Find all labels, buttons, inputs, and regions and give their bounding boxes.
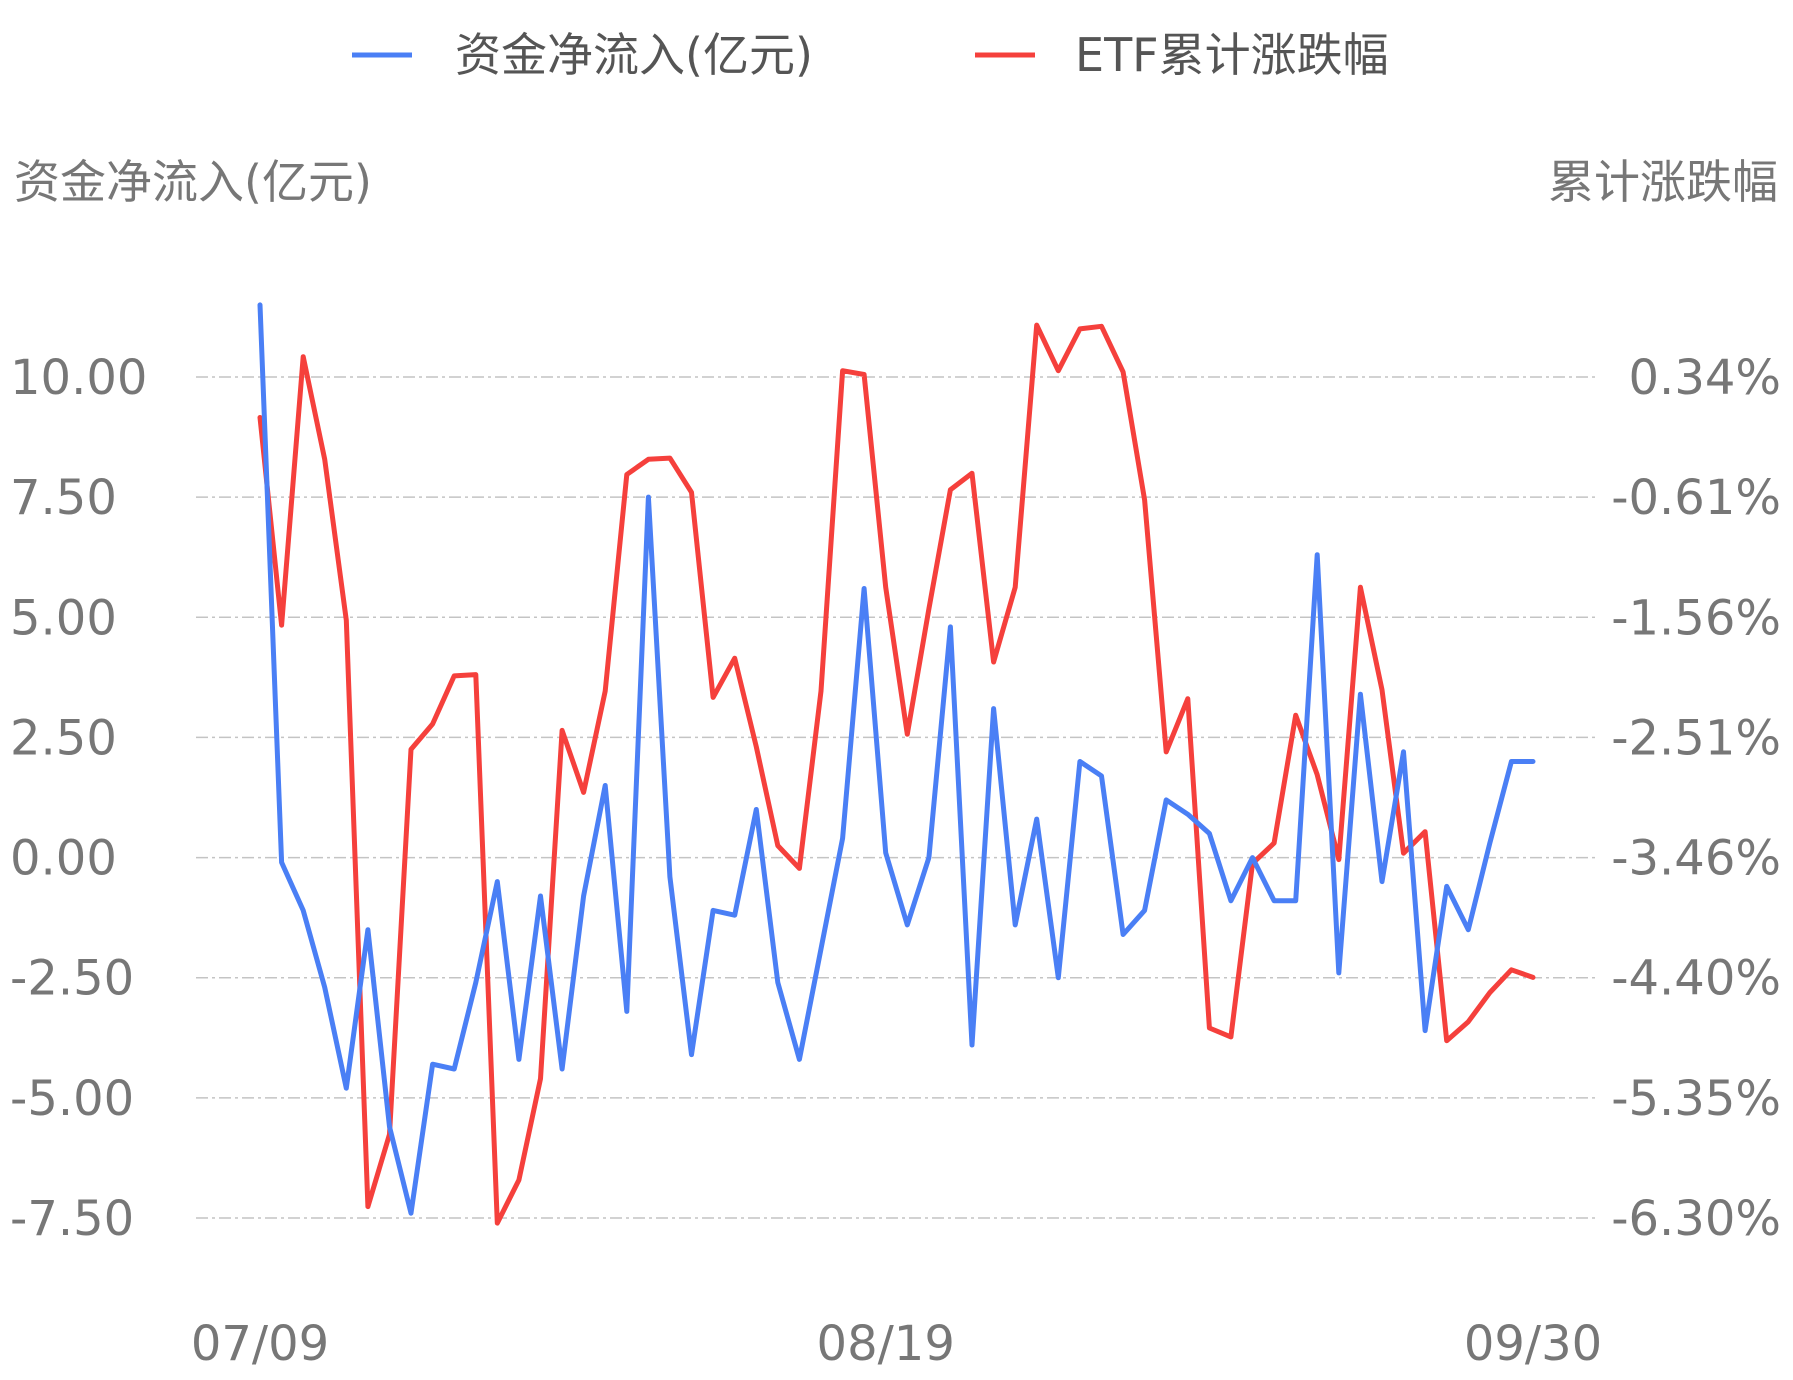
x-tick-label: 09/30 [1464,1316,1602,1372]
x-tick-label: 07/09 [191,1316,329,1372]
gridlines [196,376,1598,1219]
y-left-axis-label: 资金净流入(亿元) [14,155,372,209]
y-left-tick-label: -2.50 [10,951,134,1007]
y-right-tick-label: -3.46% [1611,831,1781,887]
legend-item-fund-flow[interactable]: 资金净流入(亿元) [352,28,813,82]
y-right-tick-label: -5.35% [1611,1071,1781,1127]
legend-item-etf-return[interactable]: ETF累计涨跌幅 [975,28,1389,82]
y-right-axis-label: 累计涨跌幅 [1548,155,1778,209]
y-left-tick-label: 5.00 [10,590,117,646]
y-left-ticks: 10.00 7.50 5.00 2.50 0.00 -2.50 -5.00 -7.50 [10,350,147,1247]
series-lines [257,302,1536,1226]
y-left-tick-label: 7.50 [10,470,117,526]
y-right-ticks: 0.34% -0.61% -1.56% -2.51% -3.46% -4.40% -5.35… [1611,350,1781,1247]
x-ticks: 07/09 08/19 09/30 [191,1316,1602,1372]
y-left-tick-label: 2.50 [10,710,117,766]
y-right-tick-label: -6.30% [1611,1191,1781,1247]
y-left-tick-label: 0.00 [10,831,117,887]
y-right-tick-label: -1.56% [1611,590,1781,646]
x-tick-label: 08/19 [817,1316,955,1372]
y-left-tick-label: 10.00 [10,350,147,406]
y-right-tick-label: -0.61% [1611,470,1781,526]
y-right-tick-label: 0.34% [1629,350,1781,406]
y-right-tick-label: -4.40% [1611,951,1781,1007]
y-left-tick-label: -7.50 [10,1191,134,1247]
series-line-etf-return [257,322,1536,1226]
y-left-tick-label: -5.00 [10,1071,134,1127]
legend: 资金净流入(亿元) ETF累计涨跌幅 [352,28,1389,82]
legend-label-fund-flow: 资金净流入(亿元) [455,28,813,82]
legend-label-etf-return: ETF累计涨跌幅 [1075,28,1389,82]
y-right-tick-label: -2.51% [1611,710,1781,766]
series-line-fund-flow [257,302,1536,1216]
